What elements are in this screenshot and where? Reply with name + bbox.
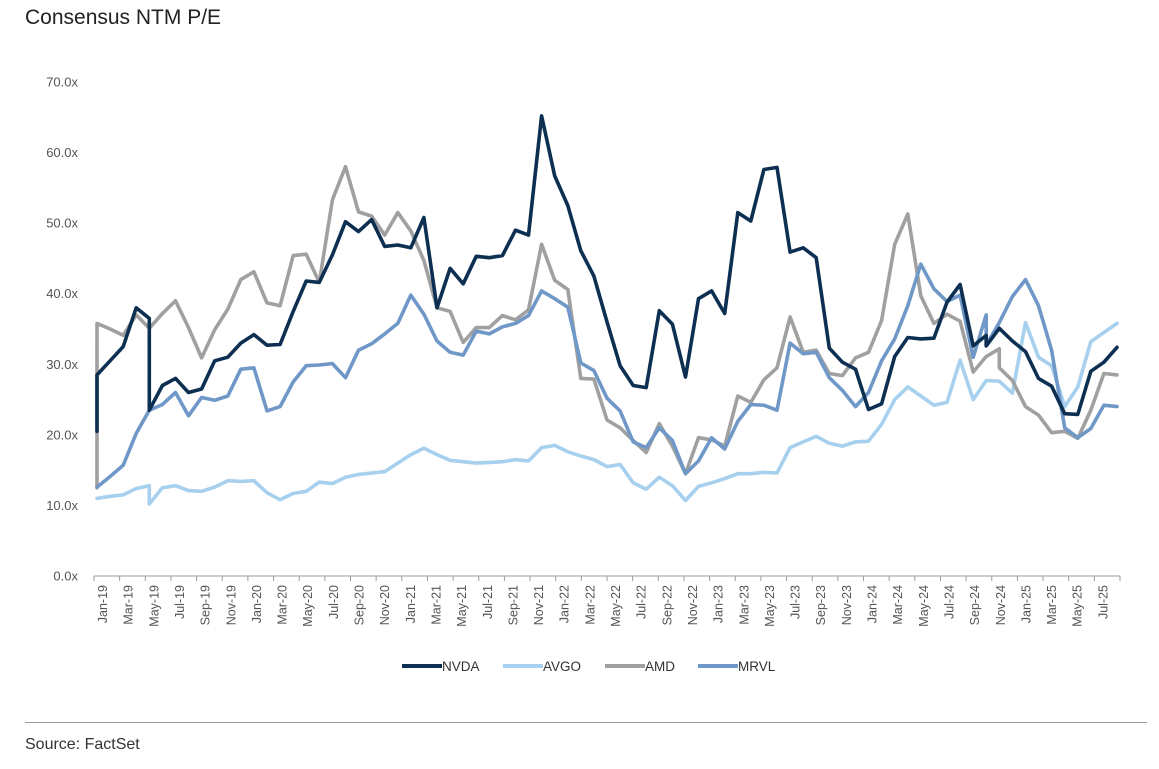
x-tick-label: Mar-19 [122, 585, 136, 625]
x-axis: Jan-19 Mar-19 May-19 Jul-19 Sep-19 Nov-19 Jan-… [93, 575, 1121, 627]
x-tick-label: Jan-21 [404, 585, 418, 623]
legend-item-amd: AMD [605, 659, 675, 674]
x-tick-label: May-22 [609, 585, 623, 627]
x-tick-label: May-20 [301, 585, 315, 627]
legend-item-nvda: NVDA [402, 659, 480, 674]
x-tick-label: Sep-20 [353, 585, 367, 625]
x-tick-label: Jan-19 [96, 585, 110, 623]
x-tick-label: Jan-23 [712, 585, 726, 623]
x-tick-label: Mar-22 [583, 585, 597, 625]
legend: NVDA AVGO AMD MRVL [402, 659, 776, 674]
x-tick-label: Jul-22 [635, 585, 649, 619]
y-tick-label: 20.0x [46, 427, 78, 442]
x-tick-label: Jul-20 [327, 585, 341, 619]
x-tick-label: Sep-22 [660, 585, 674, 625]
legend-label: AVGO [543, 659, 581, 674]
x-tick-label: Jul-25 [1096, 585, 1110, 619]
x-tick-label: Jan-24 [866, 585, 880, 623]
x-tick-label: May-21 [455, 585, 469, 627]
x-tick-label: Nov-21 [532, 585, 546, 625]
source-note: Source: FactSet [25, 736, 140, 753]
x-tick-label: Mar-21 [429, 585, 443, 625]
y-tick-label: 10.0x [46, 498, 78, 513]
y-tick-label: 0.0x [53, 569, 78, 584]
x-tick-label: Jul-23 [789, 585, 803, 619]
y-tick-label: 40.0x [46, 286, 78, 301]
x-tick-label: Mar-24 [891, 585, 905, 625]
x-tick-label: Sep-23 [814, 585, 828, 625]
x-tick-label: Jul-21 [481, 585, 495, 619]
x-tick-label: Nov-20 [378, 585, 392, 625]
series-line-mrvl [95, 262, 1119, 489]
x-tick-label: Jan-20 [250, 585, 264, 623]
x-tick-label: Mar-25 [1045, 585, 1059, 625]
x-tick-label: Jan-22 [558, 585, 572, 623]
series-line-nvda [95, 114, 1119, 434]
x-tick-label: Nov-24 [994, 585, 1008, 625]
x-tick-label: Nov-23 [840, 585, 854, 625]
y-tick-label: 70.0x [46, 75, 78, 90]
y-tick-label: 60.0x [46, 145, 78, 160]
legend-label: MRVL [738, 659, 776, 674]
x-tick-label: May-23 [763, 585, 777, 627]
legend-item-avgo: AVGO [503, 659, 581, 674]
x-tick-label: Nov-22 [686, 585, 700, 625]
chart-title: Consensus NTM P/E [25, 6, 222, 29]
x-tick-label: May-25 [1071, 585, 1085, 627]
x-tick-label: Jan-25 [1019, 585, 1033, 623]
legend-label: AMD [645, 659, 675, 674]
series-layer [95, 114, 1119, 506]
x-tick-label: Nov-19 [224, 585, 238, 625]
x-tick-label: Sep-21 [506, 585, 520, 625]
legend-label: NVDA [442, 659, 480, 674]
legend-item-mrvl: MRVL [698, 659, 776, 674]
x-tick-label: Mar-23 [737, 585, 751, 625]
y-axis: 0.0x 10.0x 20.0x 30.0x 40.0x 50.0x 60.0x 70.0x [46, 75, 78, 584]
x-tick-label: Jul-19 [173, 585, 187, 619]
y-tick-label: 50.0x [46, 216, 78, 231]
series-line-amd [95, 164, 1119, 490]
x-tick-label: Jul-24 [942, 585, 956, 619]
series-line-avgo [95, 320, 1119, 506]
x-tick-label: May-19 [147, 585, 161, 627]
x-tick-label: May-24 [917, 585, 931, 627]
y-tick-label: 30.0x [46, 357, 78, 372]
x-tick-label: Sep-24 [968, 585, 982, 625]
x-tick-label: Sep-19 [199, 585, 213, 625]
footer-divider [25, 722, 1147, 723]
x-tick-label: Mar-20 [276, 585, 290, 625]
